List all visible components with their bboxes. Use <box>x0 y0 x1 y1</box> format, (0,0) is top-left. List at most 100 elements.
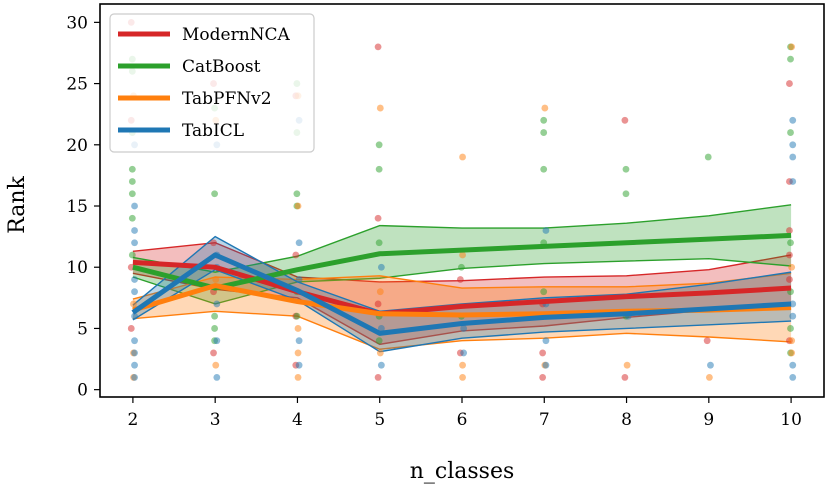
point-tabicl <box>542 337 550 345</box>
point-modernnca <box>786 227 793 234</box>
point-tabicl <box>377 361 385 369</box>
point-modernnca <box>539 374 547 381</box>
x-tick-label: 9 <box>703 410 714 430</box>
point-tabicl <box>131 288 138 296</box>
x-tick-label: 5 <box>374 410 385 430</box>
legend-label-tabpfnv2: TabPFNv2 <box>182 89 272 109</box>
point-tabicl <box>789 361 797 369</box>
point-tabicl <box>542 227 550 234</box>
point-tabpfnv2 <box>623 361 631 369</box>
point-tabicl <box>789 374 797 381</box>
x-tick-label: 8 <box>621 410 632 430</box>
point-catboost <box>375 239 383 247</box>
legend-label-modernnca: ModernNCA <box>182 25 291 45</box>
y-tick-label: 10 <box>66 258 88 278</box>
x-tick-label: 6 <box>457 410 468 430</box>
point-catboost <box>458 263 465 271</box>
y-tick-label: 15 <box>66 197 88 217</box>
point-tabicl <box>295 361 303 369</box>
point-tabpfnv2 <box>212 361 220 369</box>
point-catboost <box>375 165 383 173</box>
point-tabicl <box>131 239 138 247</box>
point-catboost <box>128 190 136 198</box>
point-catboost <box>540 288 548 296</box>
band-lower-tabpfnv2 <box>132 310 792 350</box>
point-catboost <box>128 251 136 259</box>
point-tabicl <box>377 325 385 332</box>
point-tabicl <box>213 374 221 381</box>
point-catboost <box>128 178 136 185</box>
point-modernnca <box>374 374 382 381</box>
point-tabpfnv2 <box>788 263 796 271</box>
point-tabpfnv2 <box>788 43 796 51</box>
y-tick-label: 5 <box>77 319 88 339</box>
point-modernnca <box>127 325 135 332</box>
axes: 2 3 4 5 6 7 8 9 10 0 5 10 15 20 25 30 <box>66 3 825 430</box>
point-modernnca <box>621 116 629 124</box>
band-tabicl <box>132 236 792 352</box>
point-tabicl <box>131 349 138 357</box>
point-tabicl <box>131 312 138 320</box>
point-tabicl <box>131 337 138 345</box>
y-tick-label: 30 <box>66 13 88 33</box>
point-tabicl <box>131 202 138 210</box>
point-tabicl <box>295 239 303 247</box>
point-catboost <box>622 190 630 198</box>
point-modernnca <box>539 349 547 357</box>
point-catboost <box>787 129 794 136</box>
point-catboost <box>704 153 712 161</box>
point-tabicl <box>460 325 468 332</box>
point-tabicl <box>789 116 797 124</box>
legend-box <box>109 13 315 153</box>
point-tabicl <box>213 337 221 345</box>
point-catboost <box>540 129 548 136</box>
point-tabicl <box>789 153 797 161</box>
point-tabpfnv2 <box>294 202 302 210</box>
point-tabicl <box>131 227 138 234</box>
point-catboost <box>787 55 794 63</box>
mean-lines <box>131 232 792 336</box>
point-tabicl <box>789 178 797 185</box>
point-modernnca <box>786 276 793 283</box>
point-tabicl <box>131 276 138 283</box>
point-tabpfnv2 <box>788 337 796 345</box>
mean-line-catboost <box>132 232 792 291</box>
point-tabicl <box>295 276 303 283</box>
point-tabpfnv2 <box>541 104 549 112</box>
point-catboost <box>622 165 630 173</box>
point-tabicl <box>295 337 303 345</box>
point-tabicl <box>131 361 138 369</box>
point-catboost <box>211 325 219 332</box>
point-tabicl <box>460 349 468 357</box>
point-catboost <box>787 325 794 332</box>
point-catboost <box>211 312 219 320</box>
point-modernnca <box>703 337 711 345</box>
x-tick-label: 4 <box>292 410 303 430</box>
point-modernnca <box>621 374 629 381</box>
point-tabpfnv2 <box>294 325 302 332</box>
point-catboost <box>787 239 794 247</box>
point-tabpfnv2 <box>376 349 384 357</box>
point-modernnca <box>456 276 464 283</box>
point-tabicl <box>377 263 385 271</box>
point-modernnca <box>374 300 382 308</box>
point-tabpfnv2 <box>376 104 384 112</box>
point-tabpfnv2 <box>705 374 713 381</box>
x-tick-label: 7 <box>539 410 550 430</box>
point-tabicl <box>213 300 221 308</box>
point-tabicl <box>789 141 797 149</box>
point-tabpfnv2 <box>376 288 384 296</box>
point-catboost <box>128 165 136 173</box>
point-catboost <box>375 141 383 149</box>
point-tabpfnv2 <box>294 374 302 381</box>
y-tick-label: 20 <box>66 136 88 156</box>
point-catboost <box>293 190 301 198</box>
x-axis-label: n_classes <box>410 459 515 484</box>
x-tick-label: 3 <box>210 410 221 430</box>
point-catboost <box>211 190 219 198</box>
point-tabpfnv2 <box>294 349 302 357</box>
legend-label-catboost: CatBoost <box>182 57 261 77</box>
point-catboost <box>375 337 383 345</box>
x-tick-label: 10 <box>780 410 802 430</box>
point-tabpfnv2 <box>459 361 466 369</box>
